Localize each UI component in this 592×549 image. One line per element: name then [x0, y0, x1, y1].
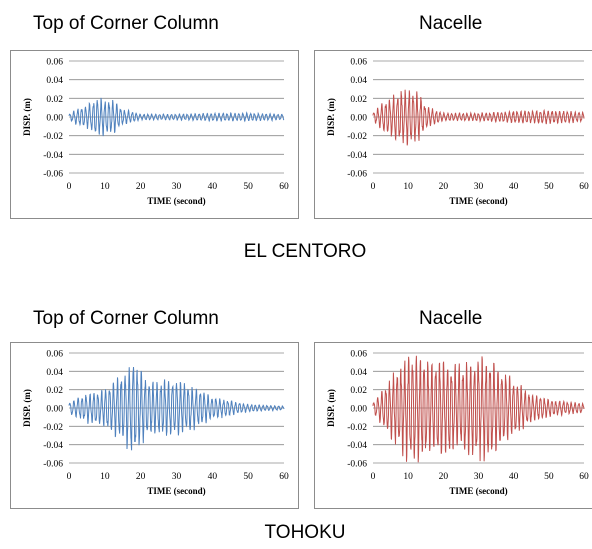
y-tick-label: -0.02: [43, 423, 63, 433]
x-tick-label: 0: [67, 472, 72, 482]
y-tick-label: 0.06: [350, 58, 367, 68]
x-tick-label: 60: [279, 472, 289, 482]
x-tick-label: 60: [579, 182, 589, 192]
x-axis-label: TIME (second): [147, 486, 205, 496]
x-tick-label: 20: [136, 182, 146, 192]
x-tick-label: 40: [509, 472, 519, 482]
displacement-series-line: [372, 89, 585, 146]
x-tick-label: 0: [371, 182, 376, 192]
x-tick-label: 20: [439, 472, 449, 482]
x-tick-label: 40: [208, 182, 218, 192]
y-tick-label: 0.00: [350, 405, 367, 415]
x-axis-label: TIME (second): [449, 486, 507, 496]
x-tick-label: 10: [100, 472, 110, 482]
chart-panel: 0.06 0.04 0.02 0.00 -0.02 -0.04 -0.06 0 10 20 30 40…: [10, 50, 299, 219]
y-tick-label: -0.04: [43, 441, 63, 451]
y-tick-label: -0.06: [43, 460, 63, 470]
x-tick-label: 0: [371, 472, 376, 482]
y-axis-label: DISP. (m): [22, 98, 32, 136]
chart-svg: 0.06 0.04 0.02 0.00 -0.02 -0.04 -0.06 0 10 20 30 40…: [326, 58, 589, 207]
displacement-series-line: [372, 355, 585, 463]
displacement-series-line: [68, 366, 285, 451]
chart-panel: 0.06 0.04 0.02 0.00 -0.02 -0.04 -0.06 0 10 20 30 40…: [314, 342, 592, 509]
y-tick-label: -0.02: [43, 132, 63, 142]
y-tick-label: 0.00: [46, 114, 63, 124]
x-tick-label: 10: [100, 182, 110, 192]
group-label: TOHOKU: [264, 522, 346, 543]
y-tick-label: -0.04: [43, 151, 63, 161]
y-tick-label: 0.04: [46, 368, 63, 378]
x-tick-label: 30: [474, 182, 484, 192]
y-axis-label: DISP. (m): [326, 98, 336, 136]
y-axis-label: DISP. (m): [326, 389, 336, 427]
x-tick-label: 60: [579, 472, 589, 482]
chart-svg: 0.06 0.04 0.02 0.00 -0.02 -0.04 -0.06 0 10 20 30 40…: [22, 350, 289, 497]
x-tick-label: 30: [172, 472, 182, 482]
group-label: EL CENTORO: [243, 241, 367, 262]
x-tick-label: 60: [279, 182, 289, 192]
x-tick-label: 50: [544, 182, 554, 192]
x-tick-label: 20: [439, 182, 449, 192]
chart-title: Nacelle: [419, 308, 483, 329]
y-tick-label: 0.02: [350, 386, 367, 396]
y-tick-label: 0.04: [46, 76, 63, 86]
y-tick-label: 0.06: [350, 350, 367, 360]
chart-title: Top of Corner Column: [33, 308, 219, 329]
x-tick-label: 0: [67, 182, 72, 192]
x-tick-label: 50: [243, 182, 253, 192]
y-tick-label: -0.06: [43, 170, 63, 180]
x-tick-label: 40: [208, 472, 218, 482]
y-tick-label: 0.04: [350, 368, 367, 378]
x-tick-label: 30: [172, 182, 182, 192]
y-tick-label: -0.04: [347, 151, 367, 161]
y-tick-label: -0.04: [347, 441, 367, 451]
y-tick-label: 0.04: [350, 76, 367, 86]
y-tick-label: 0.02: [46, 386, 63, 396]
y-tick-label: 0.02: [350, 95, 367, 105]
y-tick-label: 0.06: [46, 350, 63, 360]
y-tick-label: 0.06: [46, 58, 63, 68]
x-tick-label: 50: [243, 472, 253, 482]
y-tick-label: -0.06: [347, 460, 367, 470]
x-tick-label: 10: [403, 182, 413, 192]
chart-svg: 0.06 0.04 0.02 0.00 -0.02 -0.04 -0.06 0 10 20 30 40…: [22, 58, 289, 207]
chart-panel: 0.06 0.04 0.02 0.00 -0.02 -0.04 -0.06 0 10 20 30 40…: [10, 342, 299, 509]
x-tick-label: 50: [544, 472, 554, 482]
y-axis-label: DISP. (m): [22, 389, 32, 427]
displacement-series-line: [68, 97, 285, 137]
y-tick-label: 0.00: [46, 405, 63, 415]
y-tick-label: -0.06: [347, 170, 367, 180]
x-tick-label: 20: [136, 472, 146, 482]
x-tick-label: 30: [474, 472, 484, 482]
chart-panel: 0.06 0.04 0.02 0.00 -0.02 -0.04 -0.06 0 10 20 30 40…: [314, 50, 592, 219]
x-axis-label: TIME (second): [147, 196, 205, 206]
x-tick-label: 40: [509, 182, 519, 192]
chart-title: Nacelle: [419, 13, 483, 34]
chart-title: Top of Corner Column: [33, 13, 219, 34]
y-tick-label: -0.02: [347, 423, 367, 433]
y-tick-label: 0.02: [46, 95, 63, 105]
x-tick-label: 10: [403, 472, 413, 482]
x-axis-label: TIME (second): [449, 196, 507, 206]
chart-svg: 0.06 0.04 0.02 0.00 -0.02 -0.04 -0.06 0 10 20 30 40…: [326, 350, 589, 497]
y-tick-label: 0.00: [350, 114, 367, 124]
y-tick-label: -0.02: [347, 132, 367, 142]
